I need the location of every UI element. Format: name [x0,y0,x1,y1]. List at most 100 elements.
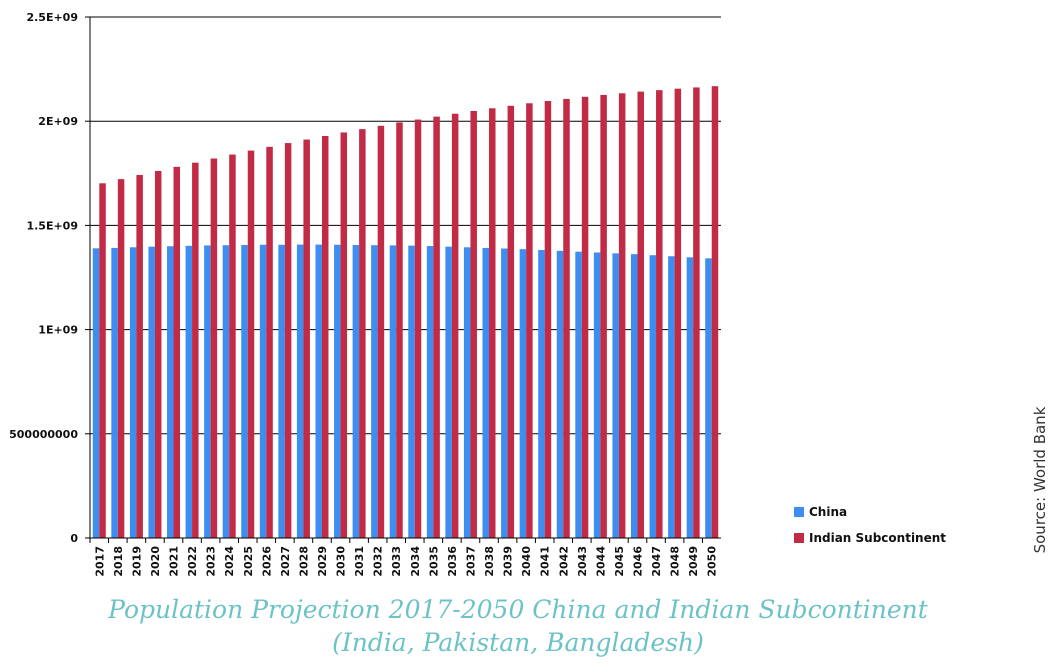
x-tick-label: 2022 [186,546,199,577]
indian-subcontinent-bar-2028 [303,139,310,539]
china-bar-2048 [668,256,675,538]
china-bar-2042 [556,250,564,538]
indian-subcontinent-bar-2027 [284,143,292,538]
china-bar-2050 [705,258,712,538]
china-bar-2043 [575,251,582,539]
x-tick-label: 2029 [316,546,329,577]
legend-swatch-indian-subcontinent [794,533,804,543]
indian-subcontinent-bar-2033 [396,122,403,538]
x-tick-label: 2048 [669,546,682,577]
x-tick-label: 2023 [205,546,218,577]
indian-subcontinent-bar-2046 [637,91,644,538]
indian-subcontinent-bar-2037 [470,110,477,538]
x-tick-label: 2047 [650,546,663,577]
china-bar-2028 [296,244,304,538]
indian-subcontinent-bar-2045 [618,93,626,538]
indian-subcontinent-bar-2020 [154,171,162,538]
x-tick-label: 2034 [409,546,422,577]
x-tick-label: 2035 [427,546,440,577]
indian-subcontinent-bar-2030 [340,132,348,538]
x-tick-label: 2031 [353,546,366,577]
china-bar-2020 [148,246,155,538]
x-tick-label: 2033 [390,546,403,577]
x-tick-label: 2045 [613,546,626,577]
bars [89,86,719,543]
legend-label-indian-subcontinent: Indian Subcontinent [809,531,946,545]
indian-subcontinent-bar-2034 [414,119,422,538]
china-bar-2038 [482,247,490,538]
indian-subcontinent-bar-2031 [359,129,366,538]
x-tick-label: 2040 [520,546,533,577]
china-bar-2023 [204,245,211,538]
china-bar-2019 [129,247,137,539]
x-tick-label: 2036 [446,546,459,577]
x-tick-label: 2049 [687,546,700,577]
x-tick-label: 2050 [706,546,719,577]
x-tick-label: 2026 [260,546,273,577]
x-tick-label: 2038 [483,546,496,577]
chart-subtitle: (India, Pakistan, Bangladesh) [332,628,704,657]
indian-subcontinent-bar-2043 [581,96,589,538]
indian-subcontinent-bar-2048 [674,88,682,538]
axes [89,17,721,539]
indian-subcontinent-bar-2035 [433,116,440,538]
indian-subcontinent-bar-2018 [117,179,125,538]
indian-subcontinent-bar-2017 [99,183,106,538]
x-tick-label: 2041 [539,546,552,577]
x-tick-label: 2017 [93,546,106,577]
indian-subcontinent-bar-2019 [136,174,143,538]
china-bar-2032 [371,245,378,538]
y-tick-label: 2E+09 [38,115,78,128]
y-tick-label: 1.5E+09 [26,219,78,232]
indian-subcontinent-bar-2039 [507,105,515,539]
indian-subcontinent-bar-2021 [173,166,181,538]
indian-subcontinent-bar-2042 [563,98,570,539]
china-bar-2027 [278,244,285,539]
china-bar-2040 [519,249,527,538]
x-tick-label: 2042 [557,546,570,577]
x-tick-label: 2032 [372,546,385,577]
x-tick-label: 2027 [279,546,292,577]
china-bar-2024 [222,245,230,538]
legend-label-china: China [809,505,847,519]
legend: China Indian Subcontinent [794,505,946,545]
indian-subcontinent-bar-2026 [266,146,273,539]
china-bar-2031 [352,244,360,538]
indian-subcontinent-bar-2041 [544,100,552,538]
china-bar-2025 [241,244,248,538]
indian-subcontinent-bar-2022 [192,162,199,538]
china-bar-2021 [167,246,174,539]
x-tick-label: 2046 [631,546,644,577]
source-label: Source: World Bank [1031,406,1049,554]
x-axis-tick-labels: 2017 2018 2019 2020 2021 2022 2023 2024 2025 2026… [93,546,718,577]
china-bar-2037 [463,247,471,539]
indian-subcontinent-bar-2036 [451,113,459,538]
china-bar-2030 [334,244,341,539]
x-tick-label: 2028 [297,546,310,577]
y-tick-label: 1E+09 [38,324,78,337]
china-bar-2026 [259,244,267,539]
indian-subcontinent-bar-2044 [600,94,607,539]
gridlines [85,16,721,539]
china-bar-2046 [630,254,638,539]
x-tick-label: 2037 [464,546,477,577]
china-bar-2049 [686,257,694,538]
indian-subcontinent-bar-2049 [693,87,700,538]
x-tick-label: 2039 [502,546,515,577]
x-tick-label: 2021 [168,546,181,577]
indian-subcontinent-bar-2032 [377,125,385,539]
indian-subcontinent-bar-2029 [321,135,329,538]
china-bar-2044 [593,252,601,538]
indian-subcontinent-bar-2023 [210,158,218,538]
china-bar-2034 [408,245,415,538]
china-bar-2029 [315,244,322,538]
y-tick-label: 0 [70,532,78,545]
china-bar-2047 [649,255,657,538]
y-tick-label: 2.5E+09 [26,11,78,24]
y-axis-tick-labels: 0 500000000 1E+09 1.5E+09 2E+09 2.5E+09 [9,11,78,545]
china-bar-2018 [111,247,118,538]
indian-subcontinent-bar-2047 [656,90,663,538]
china-bar-2035 [426,246,434,538]
y-tick-label: 500000000 [9,428,78,441]
x-tick-label: 2043 [576,546,589,577]
